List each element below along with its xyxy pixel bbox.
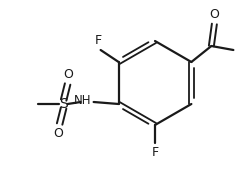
Text: O: O: [210, 8, 219, 21]
Text: NH: NH: [74, 95, 92, 108]
Text: F: F: [152, 146, 158, 159]
Text: S: S: [59, 97, 68, 111]
Text: O: O: [64, 68, 74, 81]
Text: F: F: [95, 34, 102, 47]
Text: O: O: [54, 127, 64, 140]
